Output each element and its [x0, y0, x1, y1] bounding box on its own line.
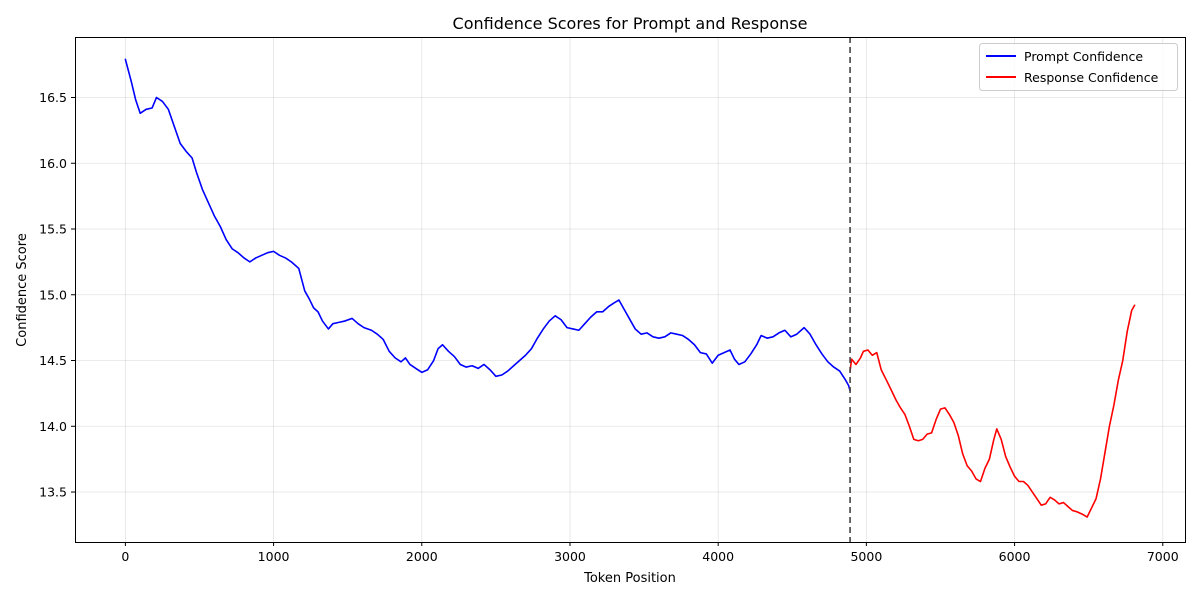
- legend: Prompt Confidence Response Confidence: [979, 43, 1178, 91]
- y-tick-label: 14.5: [39, 353, 67, 368]
- plot-lines: [124, 37, 1136, 542]
- prompt-confidence-line: [124, 58, 851, 392]
- grid: [75, 37, 1185, 542]
- ticks: 0 1000 2000 3000 4000 5000 6000 7000 13.5 14.0 14.…: [39, 90, 1179, 564]
- response-confidence-line: [849, 304, 1136, 518]
- y-tick-label: 15.5: [39, 222, 67, 237]
- x-tick-label: 3000: [554, 549, 586, 564]
- x-tick-label: 6000: [999, 549, 1031, 564]
- legend-label-prompt: Prompt Confidence: [1024, 49, 1143, 64]
- x-tick-label: 5000: [850, 549, 882, 564]
- x-tick-label: 0: [121, 549, 129, 564]
- y-tick-label: 16.0: [39, 156, 67, 171]
- x-tick-label: 1000: [258, 549, 290, 564]
- x-tick-label: 7000: [1147, 549, 1179, 564]
- chart-title: Confidence Scores for Prompt and Respons…: [453, 14, 808, 33]
- x-tick-label: 2000: [406, 549, 438, 564]
- y-tick-label: 13.5: [39, 485, 67, 500]
- y-axis-label: Confidence Score: [15, 233, 30, 347]
- y-tick-label: 14.0: [39, 419, 67, 434]
- x-tick-label: 4000: [702, 549, 734, 564]
- legend-label-response: Response Confidence: [1024, 70, 1159, 85]
- y-tick-label: 16.5: [39, 90, 67, 105]
- legend-box: [979, 43, 1178, 91]
- y-tick-label: 15.0: [39, 287, 67, 302]
- x-axis-label: Token Position: [583, 571, 676, 586]
- plot-frame: [75, 37, 1186, 543]
